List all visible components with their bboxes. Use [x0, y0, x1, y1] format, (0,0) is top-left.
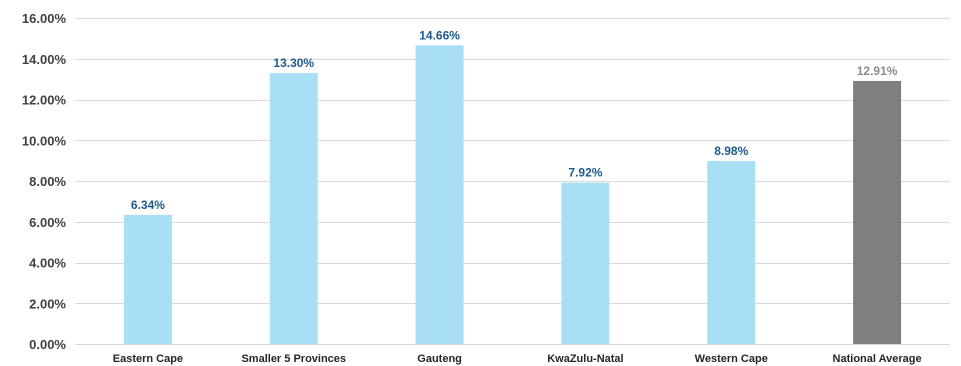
- bar: [561, 182, 610, 344]
- data-label: 8.98%: [714, 144, 748, 158]
- y-tick-label: 14.00%: [22, 52, 67, 67]
- y-tick-label: 4.00%: [29, 256, 66, 271]
- bar: [123, 214, 172, 344]
- bar: [269, 73, 318, 344]
- gridlines: [75, 18, 950, 345]
- y-tick-label: 6.00%: [29, 215, 66, 230]
- y-axis-tick-labels: 0.00% 2.00% 4.00% 6.00% 8.00% 10.00% 12.00% 14.…: [22, 11, 67, 352]
- data-label: 6.34%: [131, 198, 165, 212]
- data-label: 13.30%: [273, 56, 314, 70]
- bar: [415, 45, 464, 345]
- y-tick-label: 8.00%: [29, 174, 66, 189]
- x-category-label: Western Cape: [695, 353, 768, 365]
- bars: [123, 45, 902, 345]
- data-label: 12.91%: [857, 64, 898, 78]
- y-tick-label: 12.00%: [22, 93, 67, 108]
- x-category-label: Smaller 5 Provinces: [241, 353, 346, 365]
- y-tick-label: 16.00%: [22, 11, 67, 26]
- x-category-label: National Average: [833, 353, 922, 365]
- data-label: 7.92%: [568, 166, 602, 180]
- data-label: 14.66%: [419, 28, 460, 42]
- x-category-label: Gauteng: [417, 353, 462, 365]
- x-category-label: Eastern Cape: [113, 353, 183, 365]
- y-tick-label: 0.00%: [29, 337, 66, 352]
- bar: [853, 80, 902, 345]
- y-tick-label: 2.00%: [29, 296, 66, 311]
- x-axis-category-labels: Eastern Cape Smaller 5 Provinces Gauteng Kw…: [113, 353, 922, 365]
- y-tick-label: 10.00%: [22, 133, 67, 148]
- bar: [707, 161, 756, 344]
- x-category-label: KwaZulu-Natal: [547, 353, 623, 365]
- data-labels: 6.34% 13.30% 14.66% 7.92% 8.98% 12.91%: [131, 28, 898, 212]
